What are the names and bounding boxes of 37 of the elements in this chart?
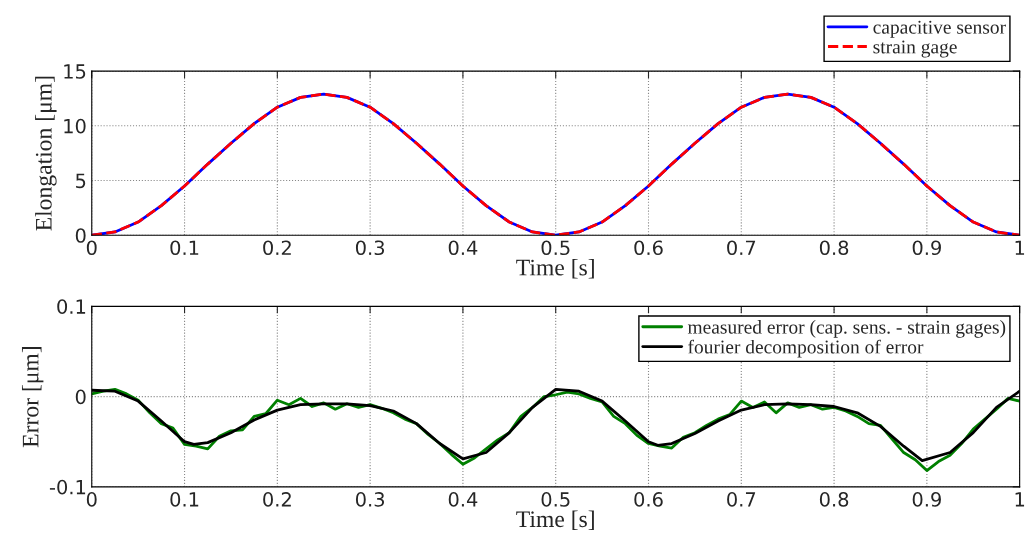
y-axis-title: Error [μm] bbox=[21, 347, 44, 448]
legend-label: strain gage bbox=[873, 40, 957, 58]
x-tick-label: 1 bbox=[1015, 240, 1025, 255]
y-tick-label: 10 bbox=[64, 118, 86, 134]
x-tick-label: 0.2 bbox=[263, 492, 291, 507]
x-axis-title: Time [s] bbox=[516, 510, 594, 531]
x-tick-label: 0.3 bbox=[355, 492, 385, 507]
y-tick-label: 0 bbox=[75, 228, 86, 243]
x-tick-label: 0 bbox=[86, 492, 97, 507]
x-tick-label: 0.7 bbox=[727, 240, 756, 256]
x-tick-label: 0.6 bbox=[634, 492, 663, 507]
x-tick-label: 0.8 bbox=[819, 240, 849, 256]
y-tick-label: -0.1 bbox=[49, 479, 86, 495]
y-tick-label: 15 bbox=[64, 64, 86, 79]
y-tick-label: 5 bbox=[76, 173, 86, 189]
x-tick-label: 0.7 bbox=[727, 492, 756, 507]
x-tick-label: 0.1 bbox=[170, 240, 199, 256]
x-tick-label: 0.8 bbox=[819, 492, 849, 507]
x-tick-label: 0.9 bbox=[912, 492, 941, 507]
x-tick-label: 0.6 bbox=[634, 240, 663, 256]
x-tick-label: 0.2 bbox=[263, 240, 291, 256]
x-axis-title: Time [s] bbox=[516, 258, 594, 279]
legend-label: fourier decomposition of error bbox=[688, 339, 924, 358]
y-tick-label: 0.1 bbox=[57, 299, 86, 314]
x-tick-label: 0 bbox=[86, 240, 97, 256]
x-tick-label: 1 bbox=[1015, 492, 1025, 507]
x-tick-label: 0.9 bbox=[912, 240, 941, 256]
x-tick-label: 0.5 bbox=[541, 240, 570, 256]
y-tick-label: 0 bbox=[75, 389, 86, 405]
legend-label: measured error (cap. sens. - strain gages) bbox=[687, 320, 1006, 338]
x-tick-label: 0.3 bbox=[355, 240, 385, 256]
x-tick-label: 0.1 bbox=[170, 492, 199, 507]
legend-label: capacitive sensor bbox=[873, 20, 1006, 38]
x-tick-label: 0.5 bbox=[541, 492, 570, 507]
x-tick-label: 0.4 bbox=[448, 492, 478, 507]
y-axis-title: Elongation [μm] bbox=[35, 76, 57, 231]
x-tick-label: 0.4 bbox=[448, 240, 478, 256]
